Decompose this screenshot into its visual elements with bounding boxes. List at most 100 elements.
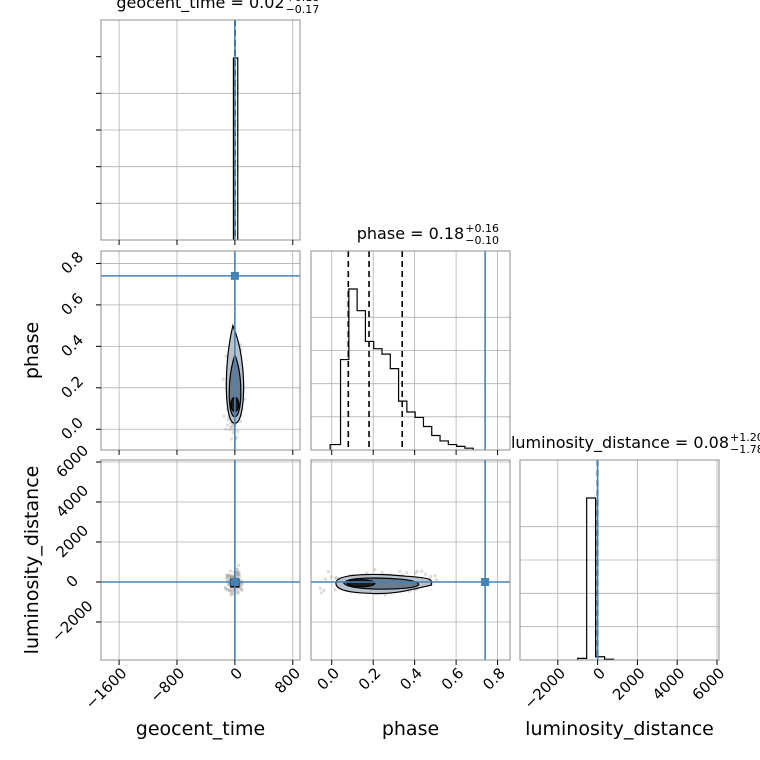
sample-point bbox=[415, 569, 419, 573]
sample-point bbox=[373, 568, 377, 572]
sample-point bbox=[231, 589, 235, 593]
sample-point bbox=[239, 587, 243, 592]
title-plus: +0.18 bbox=[286, 0, 320, 4]
sample-point bbox=[228, 574, 232, 579]
y-tick-label: 0.2 bbox=[57, 372, 87, 402]
sample-point bbox=[236, 570, 240, 574]
y-axis-label-luminosity_distance: luminosity_distance bbox=[21, 466, 43, 655]
x-tick-label: 0.6 bbox=[438, 664, 468, 694]
sample-point bbox=[225, 587, 229, 592]
sample-point bbox=[223, 586, 228, 591]
sample-point bbox=[226, 583, 231, 587]
sample-point bbox=[240, 582, 244, 586]
sample-point bbox=[229, 425, 233, 429]
sample-point bbox=[243, 397, 247, 401]
title-minus: −0.10 bbox=[465, 234, 499, 247]
panel-frame bbox=[310, 250, 511, 451]
sample-point bbox=[334, 576, 338, 580]
y-tick-label: 4000 bbox=[52, 481, 92, 521]
truth-marker bbox=[481, 578, 490, 586]
grid bbox=[101, 460, 300, 660]
x-tick-label: 4000 bbox=[649, 664, 689, 704]
sample-point bbox=[225, 576, 229, 580]
sample-point bbox=[221, 377, 225, 381]
hist-panel-luminosity_distance bbox=[520, 460, 719, 660]
sample-point bbox=[226, 588, 230, 592]
y-tick-label: 0.0 bbox=[57, 414, 87, 444]
sample-point bbox=[229, 588, 233, 593]
x-tick-label: 0.4 bbox=[396, 664, 426, 694]
sample-point bbox=[223, 585, 227, 589]
grid bbox=[311, 460, 510, 660]
title-phase: phase = 0.18 bbox=[357, 224, 464, 243]
sample-point bbox=[236, 567, 240, 571]
sample-point bbox=[333, 588, 337, 592]
x-tick-label: 0.8 bbox=[479, 664, 509, 694]
grid bbox=[101, 20, 300, 240]
sample-point bbox=[236, 563, 241, 567]
sample-point bbox=[239, 586, 243, 590]
sample-point bbox=[319, 591, 324, 595]
panel-frame bbox=[100, 459, 301, 661]
sample-point bbox=[231, 430, 235, 435]
sample-point bbox=[225, 573, 229, 578]
panel-geocent_time-luminosity_distance bbox=[101, 460, 300, 660]
sample-point bbox=[227, 573, 231, 577]
grid bbox=[311, 251, 510, 450]
title-minus: −0.17 bbox=[286, 3, 320, 16]
x-tick-label: 2000 bbox=[609, 664, 649, 704]
title-luminosity_distance: luminosity_distance = 0.08 bbox=[511, 433, 729, 453]
sample-point bbox=[237, 573, 241, 577]
x-tick-label: −2000 bbox=[521, 664, 570, 713]
sample-point bbox=[423, 572, 428, 576]
x-tick-label: −1600 bbox=[82, 664, 131, 713]
x-tick-label: −800 bbox=[146, 664, 188, 706]
sample-point bbox=[404, 571, 409, 575]
y-tick-label: 0.4 bbox=[57, 331, 87, 361]
sample-point bbox=[239, 584, 243, 588]
sample-point bbox=[229, 593, 233, 597]
sample-point bbox=[224, 576, 229, 580]
sample-point bbox=[227, 582, 231, 586]
sample-point bbox=[236, 572, 240, 577]
x-axis-label-phase: phase bbox=[382, 718, 439, 740]
sample-point bbox=[329, 575, 333, 579]
title-geocent_time: geocent_time = 0.02 bbox=[116, 0, 284, 13]
sample-point bbox=[228, 574, 232, 579]
sample-point bbox=[236, 591, 240, 595]
sample-point bbox=[227, 588, 231, 593]
x-tick-label: 800 bbox=[271, 664, 304, 697]
sample-point bbox=[225, 573, 229, 577]
sample-point bbox=[326, 569, 330, 574]
sample-point bbox=[235, 569, 240, 574]
contour-inner bbox=[346, 579, 376, 588]
sample-point bbox=[230, 425, 234, 429]
x-tick-label: 0.2 bbox=[355, 664, 385, 694]
sample-point bbox=[226, 423, 230, 427]
sample-point bbox=[434, 578, 439, 582]
sample-point bbox=[238, 419, 243, 424]
panel-phase-luminosity_distance bbox=[311, 460, 510, 660]
sample-point bbox=[433, 574, 437, 578]
sample-point bbox=[229, 437, 234, 441]
sample-point bbox=[228, 569, 233, 573]
panel-frame bbox=[519, 459, 720, 661]
sample-point bbox=[229, 575, 233, 579]
x-tick-label: 0 bbox=[589, 664, 608, 683]
sample-point bbox=[237, 591, 241, 595]
sample-point bbox=[323, 577, 328, 581]
y-tick-label: 0.8 bbox=[57, 248, 87, 278]
sample-point bbox=[318, 586, 322, 590]
sample-point bbox=[231, 575, 235, 579]
x-axis-label-luminosity_distance: luminosity_distance bbox=[525, 718, 714, 740]
sample-point bbox=[227, 577, 231, 581]
sample-point bbox=[224, 354, 228, 358]
sample-point bbox=[235, 571, 239, 575]
sample-point bbox=[429, 574, 433, 578]
title-plus: +0.16 bbox=[465, 222, 499, 235]
panel-frame bbox=[100, 250, 301, 451]
sample-point bbox=[229, 573, 233, 577]
sample-point bbox=[229, 575, 234, 579]
x-tick-label: 6000 bbox=[689, 664, 729, 704]
